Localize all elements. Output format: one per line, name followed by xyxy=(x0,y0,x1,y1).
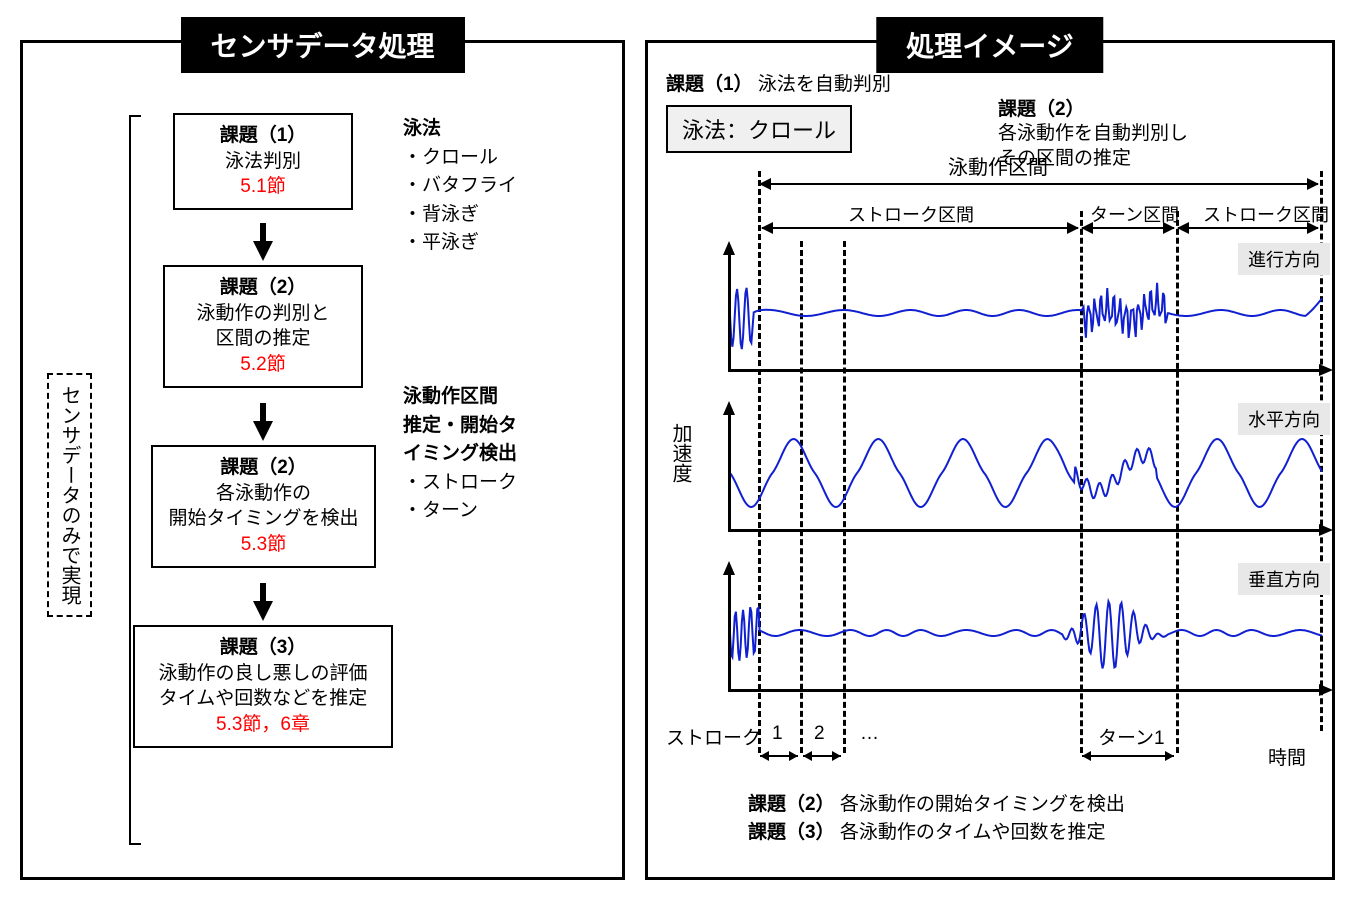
stroke-tag: 泳法：クロール xyxy=(666,105,852,153)
side1-item-3: ・平泳ぎ xyxy=(403,229,517,258)
box2-desc: 泳動作の判別と 区間の推定 xyxy=(177,301,349,352)
flow-box-1: 課題（1） 泳法判別 5.1節 xyxy=(173,113,353,210)
flow-box-2: 課題（2） 泳動作の判別と 区間の推定 5.2節 xyxy=(163,265,363,388)
sub-arrow-2 xyxy=(1178,227,1318,229)
sensor-only-label: センサデータのみで実現 xyxy=(47,373,92,617)
stroke-label: ストローク xyxy=(666,723,761,750)
c1-xaxis xyxy=(728,369,1323,372)
left-panel: センサデータ処理 センサデータのみで実現 課題（1） 泳法判別 5.1節 課題（… xyxy=(20,40,625,880)
side2-item-1: ・ターン xyxy=(403,497,517,526)
top-anno-1: 課題（1） 泳法を自動判別 xyxy=(666,73,891,98)
box3-section: 5.3節 xyxy=(165,532,362,558)
c1-signal xyxy=(708,243,1328,383)
bottom-anno-1: 課題（2） 各泳動作の開始タイミングを検出 xyxy=(748,793,1125,818)
stroke-n2: … xyxy=(860,723,879,745)
c2-yaxis xyxy=(728,411,731,531)
box4-section: 5.3節，6章 xyxy=(147,712,379,738)
right-title: 処理イメージ xyxy=(876,17,1103,73)
box4-title: 課題（3） xyxy=(147,635,379,661)
chart-2: 水平方向 xyxy=(708,403,1328,543)
flow-box-3: 課題（2） 各泳動作の 開始タイミングを検出 5.3節 xyxy=(151,445,376,568)
side2-item-0: ・ストローク xyxy=(403,469,517,498)
turn-arr xyxy=(1082,755,1174,757)
stroke-arr-0 xyxy=(760,755,798,757)
box1-title: 課題（1） xyxy=(187,123,339,149)
bot2-label: 課題（3） xyxy=(748,822,835,843)
main-interval-arrow xyxy=(760,183,1318,185)
y-axis-label: 加速度 xyxy=(666,423,695,483)
stroke-arr-1 xyxy=(803,755,841,757)
turn-label: ターン1 xyxy=(1098,723,1165,750)
main-interval-label: 泳動作区間 xyxy=(948,151,1048,180)
arrow-3 xyxy=(253,601,273,621)
c2-signal xyxy=(708,403,1328,543)
side-note-stroke-style: 泳法 ・クロール ・バタフライ ・背泳ぎ ・平泳ぎ xyxy=(403,115,517,258)
side2-header: 泳動作区間 推定・開始タ イミング検出 xyxy=(403,383,517,469)
dir-1: 水平方向 xyxy=(1238,403,1330,435)
c3-xaxis xyxy=(728,689,1323,692)
arrow-1 xyxy=(253,241,273,261)
c3-signal xyxy=(708,563,1328,703)
c1-yaxis xyxy=(728,251,731,371)
top1-label: 課題（1） xyxy=(666,74,753,95)
chart-3: 垂直方向 xyxy=(708,563,1328,703)
side1-item-1: ・バタフライ xyxy=(403,172,517,201)
x-axis-label: 時間 xyxy=(1268,743,1306,770)
arrow-2 xyxy=(253,421,273,441)
box2-section: 5.2節 xyxy=(177,352,349,378)
left-title: センサデータ処理 xyxy=(180,17,464,73)
side1-item-0: ・クロール xyxy=(403,144,517,173)
sub-int-0: ストローク区間 xyxy=(848,201,974,227)
sub-arrow-1 xyxy=(1082,227,1174,229)
dir-2: 垂直方向 xyxy=(1238,563,1330,595)
side1-item-2: ・背泳ぎ xyxy=(403,201,517,230)
c3-yaxis xyxy=(728,571,731,691)
box1-desc: 泳法判別 xyxy=(187,149,339,175)
bottom-anno-2: 課題（3） 各泳動作のタイムや回数を推定 xyxy=(748,821,1105,846)
chart-1: 進行方向 xyxy=(708,243,1328,383)
box4-desc: 泳動作の良し悪しの評価 タイムや回数などを推定 xyxy=(147,661,379,712)
box3-desc: 各泳動作の 開始タイミングを検出 xyxy=(165,481,362,532)
sub-arrow-0 xyxy=(762,227,1078,229)
bot2-text: 各泳動作のタイムや回数を推定 xyxy=(840,822,1106,843)
stroke-n0: 1 xyxy=(772,723,783,745)
box2-title: 課題（2） xyxy=(177,275,349,301)
side1-header: 泳法 xyxy=(403,115,517,144)
c2-xaxis xyxy=(728,529,1323,532)
stroke-n1: 2 xyxy=(814,723,825,745)
top1-text: 泳法を自動判別 xyxy=(758,74,891,95)
box3-title: 課題（2） xyxy=(165,455,362,481)
top2-label: 課題（2） xyxy=(998,99,1085,120)
dir-0: 進行方向 xyxy=(1238,243,1330,275)
box1-section: 5.1節 xyxy=(187,174,339,200)
right-panel: 処理イメージ 課題（1） 泳法を自動判別 課題（2） 各泳動作を自動判別し その… xyxy=(645,40,1335,880)
bot1-text: 各泳動作の開始タイミングを検出 xyxy=(840,794,1125,815)
flow-box-4: 課題（3） 泳動作の良し悪しの評価 タイムや回数などを推定 5.3節，6章 xyxy=(133,625,393,748)
bot1-label: 課題（2） xyxy=(748,794,835,815)
side-note-interval: 泳動作区間 推定・開始タ イミング検出 ・ストローク ・ターン xyxy=(403,383,517,526)
